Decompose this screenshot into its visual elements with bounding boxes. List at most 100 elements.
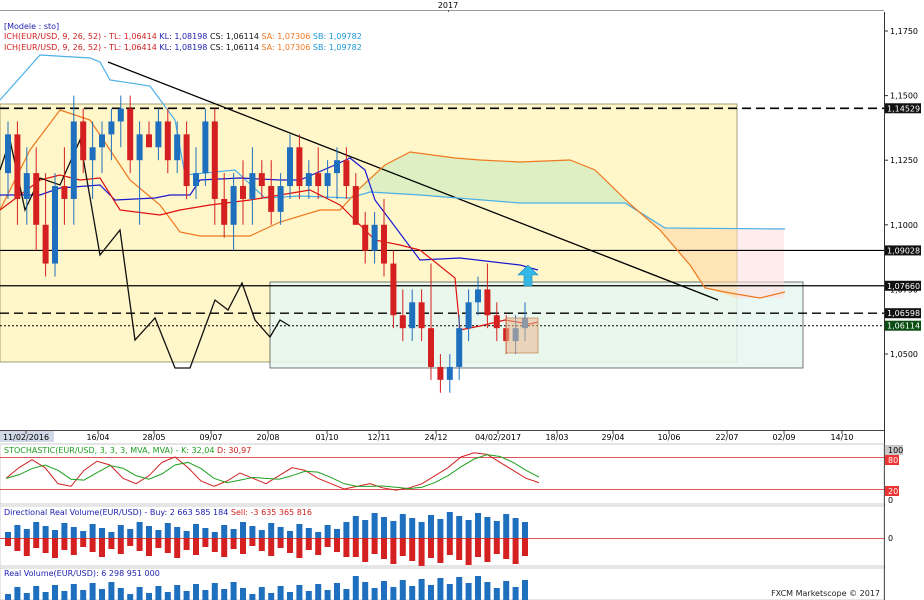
candle-body — [446, 366, 453, 380]
drv-buy-bar — [362, 520, 369, 538]
candle-body — [42, 224, 49, 264]
drv-sell-bar — [305, 538, 312, 550]
candle-body — [362, 224, 369, 251]
rv-bar — [437, 578, 444, 600]
trendline[interactable] — [107, 61, 719, 301]
real-volume-panel[interactable]: Real Volume(EUR/USD): 6 298 951 000 — [0, 567, 885, 600]
rv-bar — [503, 581, 510, 600]
drv-sell-bar — [399, 538, 406, 556]
drv-buy-bar — [52, 530, 58, 538]
directional-volume-panel[interactable]: Directional Real Volume(EUR/USD) - Buy: … — [0, 505, 893, 567]
drv-sell-bar — [258, 538, 265, 551]
candle-body — [315, 173, 322, 187]
drv-sell-bar — [193, 538, 199, 555]
drv-sell-bar — [240, 538, 246, 554]
candle-body — [381, 224, 387, 264]
drv-sell-bar — [381, 538, 387, 559]
drv-sell-bar — [155, 538, 162, 548]
candle-body — [183, 134, 190, 187]
drv-sell-bar — [70, 538, 77, 555]
candle-body — [296, 147, 303, 187]
drv-buy-bar — [249, 526, 256, 538]
rv-bar — [183, 591, 190, 600]
drv-buy-bar — [503, 514, 510, 538]
drv-buy-bar — [277, 527, 284, 538]
drv-sell-bar — [390, 538, 397, 564]
drv-buy-bar — [315, 532, 322, 538]
x-tick-label: 29/04 — [601, 433, 624, 442]
drv-buy-bar — [287, 531, 293, 538]
candle-body — [155, 121, 162, 148]
rv-bar — [193, 584, 199, 600]
svg-text:ICH(EUR/USD, 9, 26, 52) - TL:: ICH(EUR/USD, 9, 26, 52) - TL: 1,06414 KL… — [4, 32, 362, 41]
x-tick-label: 18/03 — [545, 433, 568, 442]
candles — [5, 95, 528, 393]
rv-bar — [352, 576, 359, 600]
drv-sell-bar — [146, 538, 152, 556]
stoch-d-line — [5, 454, 540, 490]
drv-buy-bar — [174, 527, 181, 538]
drv-buy-bar — [183, 531, 190, 538]
candle-body — [108, 121, 115, 135]
price-panel[interactable]: [Modele : sto] ICH(EUR/USD, 9, 26, 52) -… — [0, 12, 884, 430]
rv-bar — [343, 589, 350, 600]
candle-body — [268, 186, 275, 212]
drv-sell-bar — [164, 538, 171, 553]
x-tick-label: 02/09 — [772, 433, 795, 442]
drv-buy-bar — [446, 512, 453, 538]
stoch-tick-80: 80 — [888, 456, 898, 465]
drv-buy-bar — [70, 527, 77, 538]
candle-body — [80, 121, 87, 161]
candle-body — [277, 186, 284, 212]
drv-buy-bar — [193, 524, 199, 538]
rv-bar — [465, 583, 472, 600]
drv-sell-bar — [343, 538, 350, 557]
x-tick-label: 28/05 — [142, 433, 165, 442]
rv-bar — [164, 592, 171, 600]
chikou-line — [0, 137, 291, 369]
x-tick-label: 14/10 — [830, 433, 853, 442]
rv-bar — [428, 585, 434, 600]
candle-body — [221, 198, 228, 225]
drv-buy-bar — [14, 525, 21, 538]
stoch-tick-100-bg — [885, 445, 903, 455]
rv-bar — [409, 586, 416, 600]
rv-bar — [211, 583, 218, 600]
stoch-tick-100: 100 — [888, 446, 903, 455]
stoch-tick-80-bg — [885, 455, 899, 465]
stochastic-panel[interactable]: STOCHASTIC(EUR/USD, 3, 3, 3, MVA, MVA) -… — [0, 443, 903, 505]
drv-buy-bar — [512, 518, 519, 538]
x-axis-labels: 11/02/2016 16/04 28/05 09/07 20/08 01/10 12/11… — [3, 430, 854, 442]
rv-bar — [80, 590, 87, 600]
highlight-box — [505, 317, 539, 354]
legend-model: [Modele : sto] — [4, 22, 59, 31]
drv-buy-bar — [484, 517, 491, 538]
drv-sell-bar — [127, 538, 134, 546]
rv-bar — [42, 592, 49, 600]
senkou-span-a-line — [0, 109, 786, 299]
drv-sell-bar — [446, 538, 453, 555]
rv-bar — [305, 591, 312, 600]
rv-bar — [52, 585, 58, 600]
drv-sell-bar — [334, 538, 340, 552]
up-arrow-icon — [517, 264, 539, 287]
candle-body — [352, 186, 359, 225]
candle-body — [174, 134, 181, 161]
drv-buy-bar — [381, 517, 387, 538]
price-tags: 1,14529 1,09028 1,07660 1,06598 1,06114 — [885, 103, 921, 331]
candle-body — [437, 366, 444, 380]
candle-body — [61, 186, 68, 199]
drv-sell-bar — [5, 538, 11, 546]
candle-body — [249, 173, 256, 199]
svg-text:ICH(EUR/USD, 9, 26, 52) - TL:: ICH(EUR/USD, 9, 26, 52) - TL: 1,06414 KL… — [4, 43, 362, 52]
rv-bar — [174, 585, 181, 600]
candle-body — [70, 121, 77, 199]
stoch-tick-20-bg — [885, 486, 899, 496]
drv-sell-bar — [80, 538, 87, 547]
drv-buy-bar — [221, 525, 228, 538]
price-tag-label: 1,09028 — [887, 246, 920, 255]
candle-body — [475, 289, 481, 303]
time-x-axis[interactable]: 11/02/2016 16/04 28/05 09/07 20/08 01/10 12/11… — [0, 430, 884, 442]
rv-bar — [221, 589, 228, 600]
